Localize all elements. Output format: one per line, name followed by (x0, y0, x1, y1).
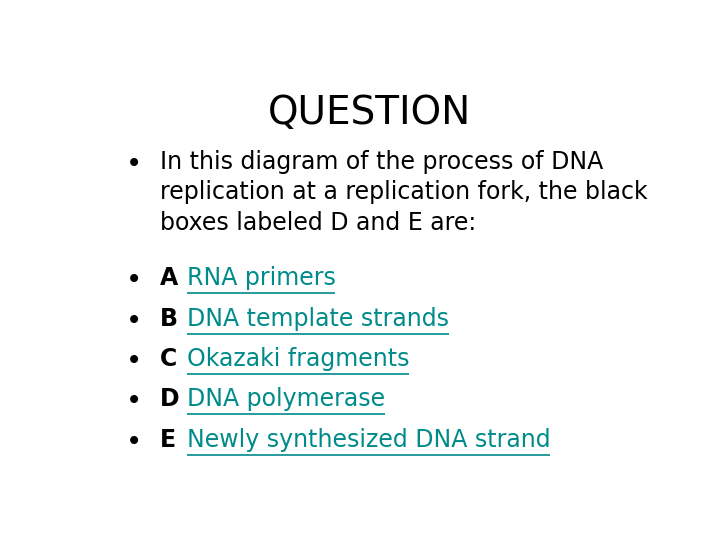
Text: •: • (126, 347, 143, 375)
Text: QUESTION: QUESTION (267, 94, 471, 132)
Text: •: • (126, 428, 143, 456)
Text: boxes labeled D and E are:: boxes labeled D and E are: (160, 211, 476, 235)
Text: A: A (160, 266, 178, 291)
Text: •: • (126, 150, 143, 178)
Text: •: • (126, 266, 143, 294)
Text: Newly synthesized DNA strand: Newly synthesized DNA strand (186, 428, 550, 452)
Text: B: B (160, 307, 178, 331)
Text: •: • (126, 388, 143, 415)
Text: replication at a replication fork, the black: replication at a replication fork, the b… (160, 180, 647, 205)
Text: In this diagram of the process of DNA: In this diagram of the process of DNA (160, 150, 603, 174)
Text: C: C (160, 347, 177, 371)
Text: DNA polymerase: DNA polymerase (186, 388, 384, 411)
Text: D: D (160, 388, 179, 411)
Text: •: • (126, 307, 143, 335)
Text: RNA primers: RNA primers (186, 266, 336, 291)
Text: Okazaki fragments: Okazaki fragments (186, 347, 409, 371)
Text: E: E (160, 428, 176, 452)
Text: DNA template strands: DNA template strands (186, 307, 449, 331)
